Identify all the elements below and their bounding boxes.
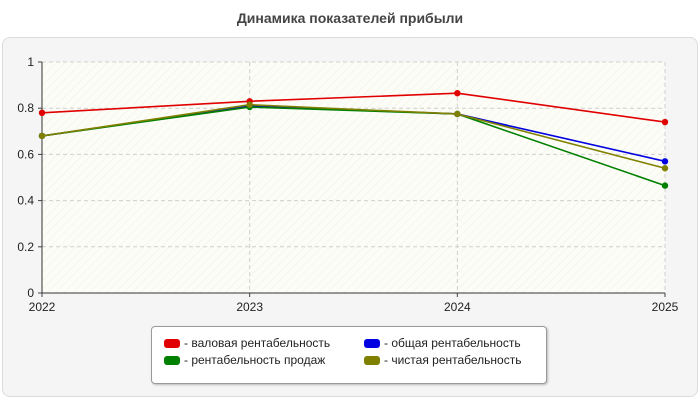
legend-swatch-net [364, 355, 380, 365]
series-point-0 [454, 89, 461, 97]
y-tick-label: 0.4 [17, 194, 34, 208]
plot-area [42, 62, 665, 293]
legend-label-gross: - валовая рентабельность [184, 336, 331, 350]
legend-item-gross: - валовая рентабельность [164, 336, 330, 350]
series-line-2 [41, 106, 666, 187]
legend-swatch-gross [164, 338, 180, 348]
chart-title: Динамика показателей прибыли [236, 10, 464, 26]
legend-item-net: - чистая рентабельность [364, 353, 521, 367]
y-tick-label: 1 [27, 55, 34, 69]
series-line-0 [41, 92, 666, 123]
legend-label-sales: - рентабельность продаж [184, 353, 326, 367]
legend-swatch-total [364, 338, 380, 348]
series-point-3 [38, 132, 46, 140]
y-tick-label: 0.6 [17, 147, 34, 161]
y-tick-label: 0.8 [17, 101, 34, 115]
legend-swatch-sales [164, 355, 180, 365]
y-tick-label: 0 [27, 286, 34, 300]
series-point-3 [454, 110, 461, 118]
series-line-3 [41, 103, 666, 170]
series-point-0 [38, 109, 46, 117]
x-tick-label: 2024 [444, 300, 471, 314]
legend-label-net: - чистая рентабельность [384, 353, 522, 367]
legend-item-total: - общая рентабельность [364, 336, 521, 350]
x-tick-label: 2023 [236, 300, 263, 314]
series-point-3 [661, 165, 669, 172]
series-point-3 [246, 101, 253, 108]
y-tick-label: 0.2 [17, 240, 34, 254]
chart-legend: - валовая рентабельность - общая рентабе… [151, 326, 547, 384]
series-point-1 [661, 158, 669, 165]
legend-item-sales: - рентабельность продаж [164, 353, 325, 367]
series-point-0 [661, 118, 669, 126]
x-tick-label: 2022 [29, 300, 56, 314]
legend-label-total: - общая рентабельность [384, 336, 521, 350]
series-point-2 [661, 182, 669, 189]
x-tick-label: 2025 [652, 300, 679, 314]
